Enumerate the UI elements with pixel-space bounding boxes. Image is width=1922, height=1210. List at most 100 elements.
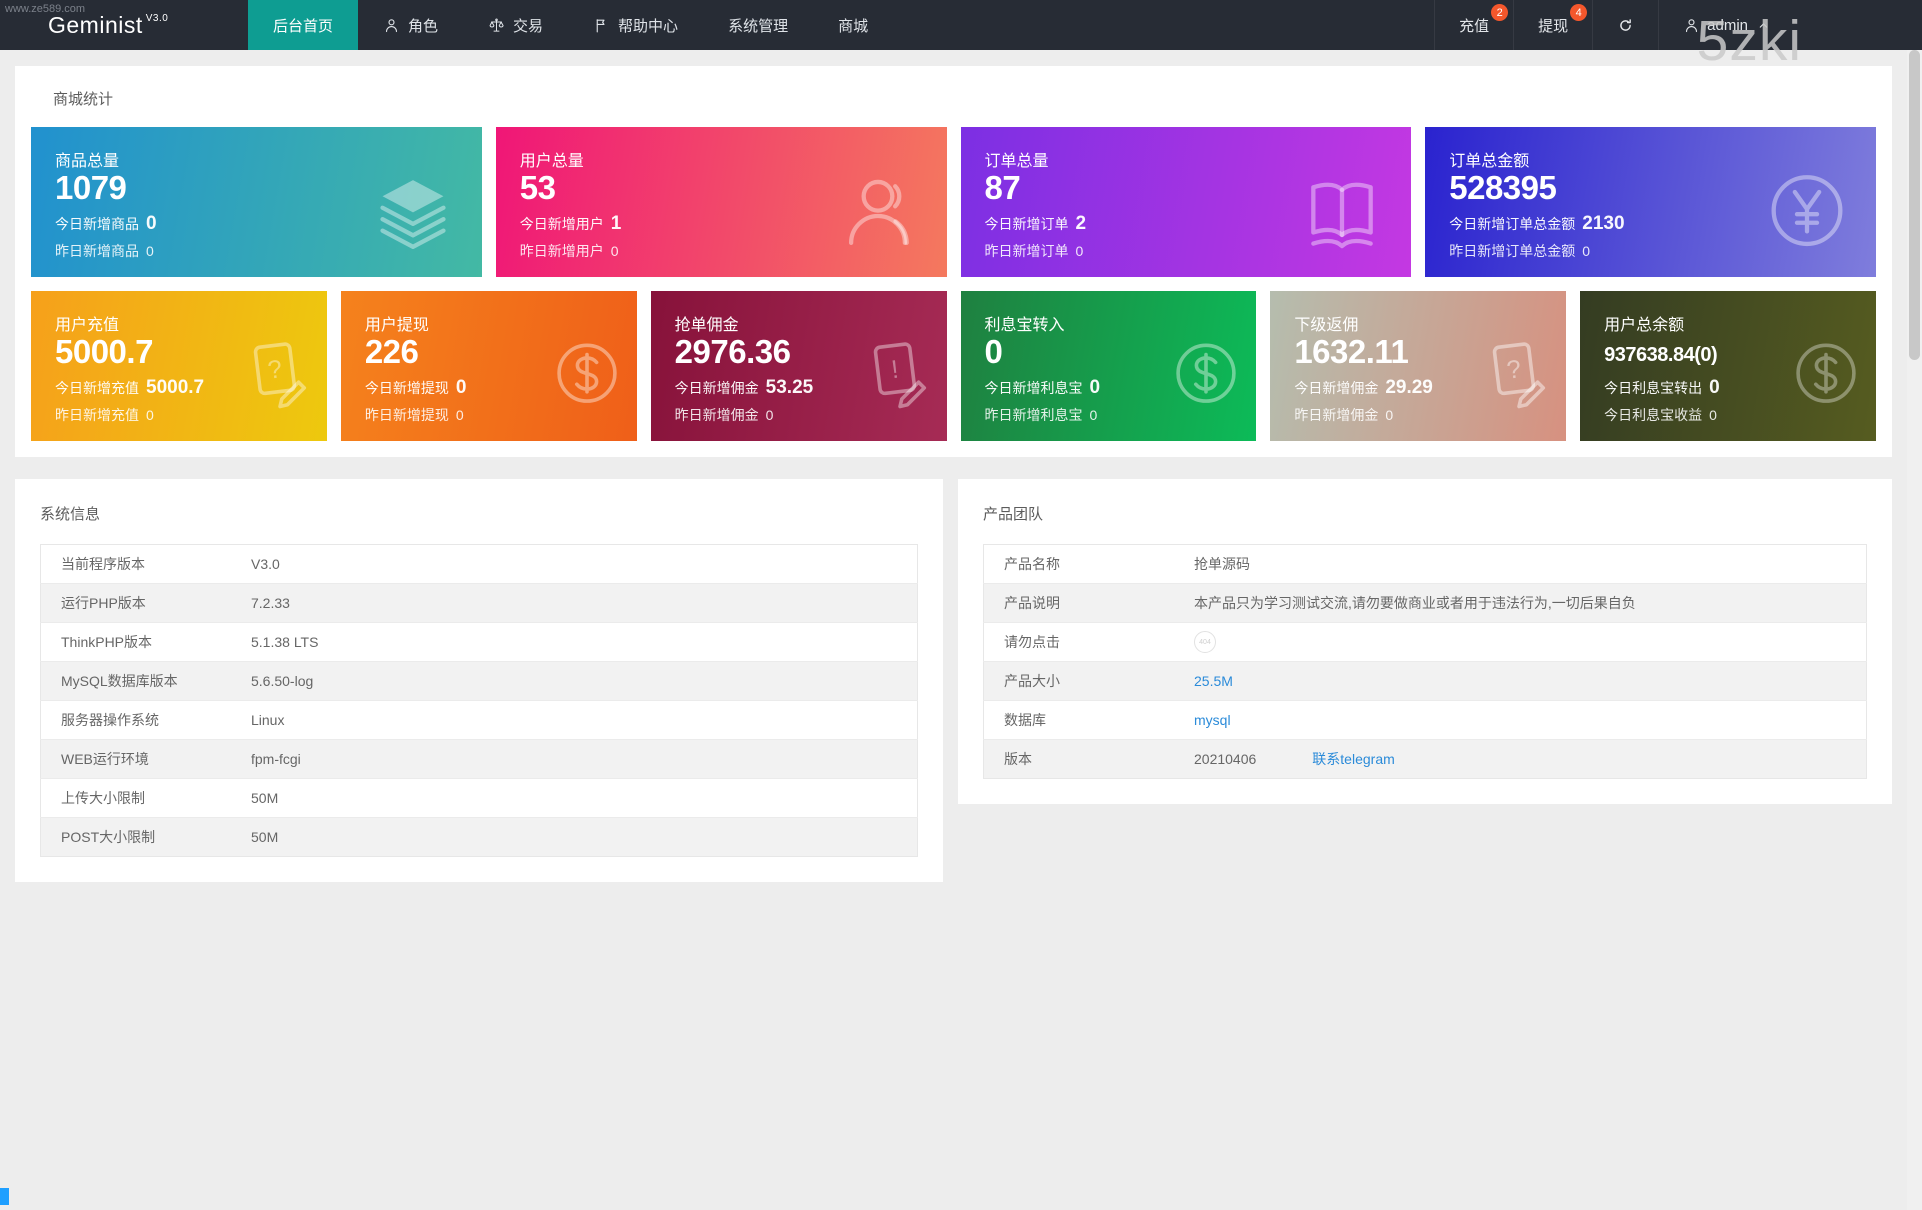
stat-value: 5000.7 [55,333,153,370]
stat-label: 商品总量 [55,153,120,170]
table-row: ThinkPHP版本 5.1.38 LTS [40,622,918,662]
stat-yesterday: 昨日新增用户 0 [519,243,619,259]
stat-value: 1079 [55,169,127,206]
table-row: 请勿点击 404 [983,622,1867,662]
layers-icon [380,180,446,249]
table-row: 上传大小限制 50M [40,778,918,818]
nav-item-help-center[interactable]: 帮助中心 [568,0,703,50]
scrollbar-thumb[interactable] [1909,50,1920,360]
product-size-link[interactable]: 25.5M [1194,673,1233,689]
stat-label: 用户总量 [519,153,584,170]
stats-row-2: 用户充值 5000.7 今日新增充值 5000.7 昨日新增充值 0 ? 用户提现 … [31,291,1876,441]
stat-label: 利息宝转入 [984,317,1065,334]
stat-yesterday: 今日利息宝收益 0 [1604,407,1717,423]
refresh-button[interactable] [1592,0,1658,50]
nav-item-trade[interactable]: 交易 [463,0,568,50]
database-link[interactable]: mysql [1194,712,1231,728]
dollar-circle-icon [1796,343,1856,403]
bottom-panels: 系统信息 当前程序版本 V3.0 运行PHP版本 7.2.33 ThinkPHP版本… [15,479,1892,882]
table-row: 数据库 mysql [983,700,1867,740]
yen-circle-icon [1771,175,1843,247]
telegram-link[interactable]: 联系telegram [1312,751,1395,767]
stat-label: 订单总量 [984,153,1049,170]
stat-value: 2976.36 [674,333,791,370]
product-team-table: 产品名称 抢单源码 产品说明 本产品只为学习测试交流,请勿要做商业或者用于违法行为,… [983,544,1867,779]
mall-stats-panel: 商城统计 商品总量 1079 今日新增商品 0 昨日新增商品 0 用户总量 53 今… [15,66,1892,457]
system-info-table: 当前程序版本 V3.0 运行PHP版本 7.2.33 ThinkPHP版本 5.1.3… [40,544,918,857]
do-not-click-icon[interactable]: 404 [1194,631,1216,653]
version-value: 20210406 [1194,751,1257,767]
table-row: 版本 20210406 联系telegram [983,739,1867,779]
top-navbar: Geminist V3.0 后台首页 角色 交易 帮助中心 系统管理 商城 充值… [0,0,1922,50]
recharge-label: 充值 [1459,17,1490,35]
nav-item-mall[interactable]: 商城 [813,0,893,50]
main-content: 商城统计 商品总量 1079 今日新增商品 0 昨日新增商品 0 用户总量 53 今… [15,66,1892,882]
stat-card-order-commission: 抢单佣金 2976.36 今日新增佣金 53.25 昨日新增佣金 0 ! [650,291,947,441]
table-row: 产品大小 25.5M [983,661,1867,701]
recharge-button[interactable]: 充值 2 [1434,0,1513,50]
stat-today: 今日新增用户 1 [519,213,622,234]
file-question-icon: ? [253,342,306,409]
stat-card-user-recharge: 用户充值 5000.7 今日新增充值 5000.7 昨日新增充值 0 ? [31,291,327,441]
product-team-panel: 产品团队 产品名称 抢单源码 产品说明 本产品只为学习测试交流,请勿要做商业或者用于… [958,479,1892,804]
user-icon [385,18,398,32]
stat-label: 下级返佣 [1294,317,1359,334]
nav-item-system[interactable]: 系统管理 [703,0,813,50]
nav-item-label: 交易 [513,17,544,35]
svg-text:?: ? [1505,355,1522,385]
stat-value: 0 [984,333,1003,370]
page-watermark: 5zki [1696,9,1802,73]
bottom-left-blue-marker [0,1188,9,1205]
chevron-up-icon [1759,22,1768,28]
user-menu[interactable]: admin [1658,0,1794,50]
stats-row-1: 商品总量 1079 今日新增商品 0 昨日新增商品 0 用户总量 53 今日新增用户… [31,127,1876,277]
stat-today: 今日新增充值 5000.7 [55,377,205,398]
stat-value: 53 [519,169,556,206]
username: admin [1707,16,1748,34]
withdraw-button[interactable]: 提现 4 [1513,0,1592,50]
scrollbar[interactable] [1907,50,1922,1210]
table-row: MySQL数据库版本 5.6.50-log [40,661,918,701]
stat-yesterday: 昨日新增提现 0 [364,407,464,423]
nav-item-label: 角色 [408,17,439,35]
stat-today: 今日利息宝转出 0 [1604,377,1720,398]
nav-item-label: 商城 [838,17,869,35]
stat-today: 今日新增订单 2 [984,213,1087,234]
stat-today: 今日新增利息宝 0 [984,377,1101,398]
stat-yesterday: 昨日新增佣金 0 [1294,407,1394,423]
stat-value: 1632.11 [1294,333,1409,370]
stat-label: 用户总余额 [1604,317,1685,334]
file-question-icon: ? [1492,342,1546,409]
stat-yesterday: 昨日新增商品 0 [55,243,154,259]
system-info-panel: 系统信息 当前程序版本 V3.0 运行PHP版本 7.2.33 ThinkPHP版本… [15,479,943,882]
stat-card-user-balance: 用户总余额 937638.84(0) 今日利息宝转出 0 今日利息宝收益 0 [1580,291,1876,441]
stat-today: 今日新增佣金 53.25 [674,377,814,398]
dollar-circle-icon [556,343,617,403]
stat-card-orders-total: 订单总量 87 今日新增订单 2 昨日新增订单 0 [960,127,1412,277]
table-row: WEB运行环境 fpm-fcgi [40,739,918,779]
stat-yesterday: 昨日新增充值 0 [55,407,154,423]
scales-icon [489,18,504,32]
book-icon [1311,182,1374,249]
stat-label: 用户提现 [364,317,429,334]
stat-card-user-withdraw: 用户提现 226 今日新增提现 0 昨日新增提现 0 [340,291,637,441]
dollar-circle-icon [1176,343,1237,403]
stat-value: 528395 [1449,169,1557,206]
stat-today: 今日新增商品 0 [55,213,157,234]
nav-item-label: 系统管理 [728,17,789,35]
nav-item-roles[interactable]: 角色 [358,0,463,50]
nav-item-label: 帮助中心 [618,17,679,35]
svg-text:!: ! [889,356,899,385]
app-logo: Geminist V3.0 [0,0,248,50]
stat-yesterday: 昨日新增佣金 0 [674,407,774,423]
corner-watermark: www.ze589.com [5,3,86,15]
flag-icon [596,18,605,32]
stat-value: 937638.84(0) [1604,344,1718,366]
table-row: 产品说明 本产品只为学习测试交流,请勿要做商业或者用于违法行为,一切后果自负 [983,583,1867,623]
withdraw-label: 提现 [1538,17,1569,35]
nav-item-dashboard[interactable]: 后台首页 [248,0,359,50]
stat-today: 今日新增佣金 29.29 [1294,377,1433,398]
stat-card-sub-commission: 下级返佣 1632.11 今日新增佣金 29.29 昨日新增佣金 0 ? [1270,291,1567,441]
nav-item-label: 后台首页 [273,17,334,35]
stat-value: 87 [984,169,1021,206]
